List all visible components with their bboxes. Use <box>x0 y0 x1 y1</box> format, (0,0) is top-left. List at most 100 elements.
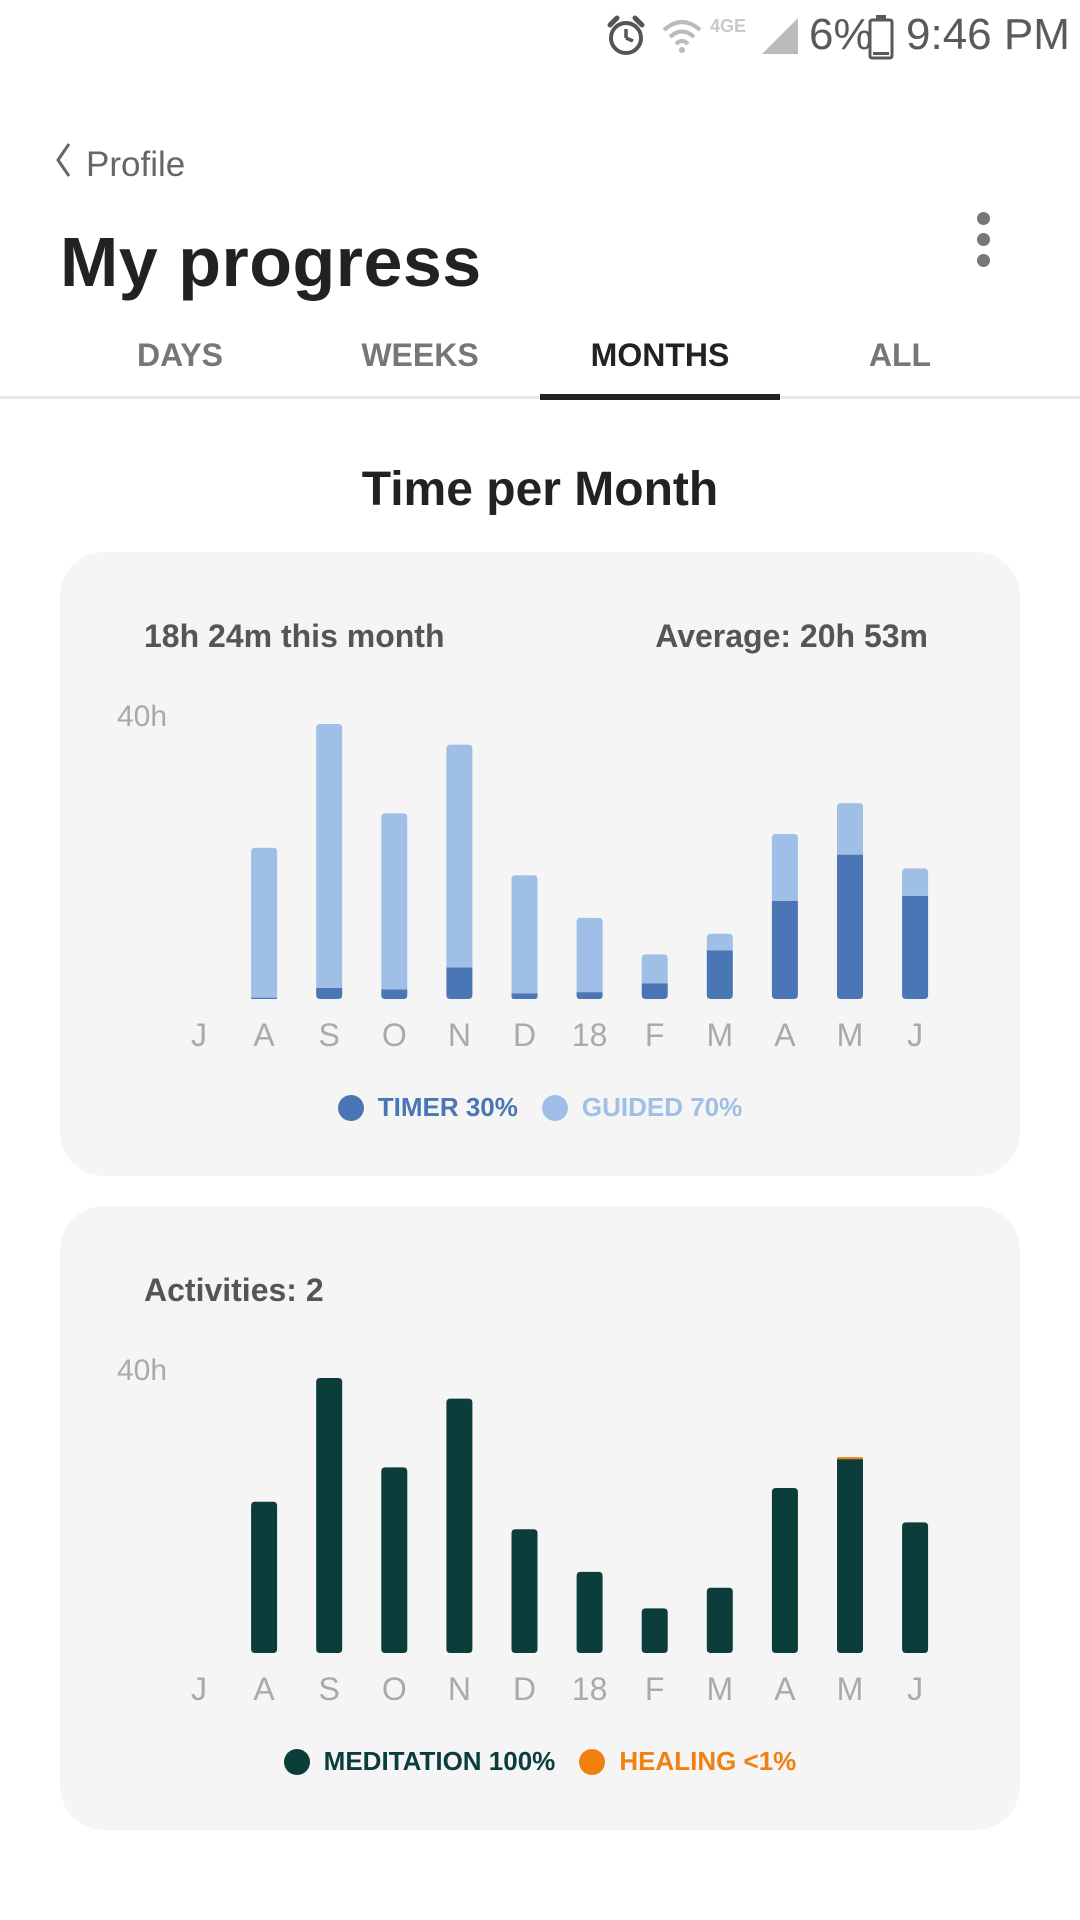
legend-label-healing: HEALING <1% <box>619 1746 797 1776</box>
time-bar-guided <box>902 868 929 896</box>
chevron-left-icon <box>54 142 72 187</box>
wifi-icon <box>662 14 702 63</box>
activities-chart-card: Activities: 2 40h J A S O N D 18 F M A M J MEDITATI… <box>60 1206 1020 1830</box>
x-tick-label: J <box>907 1017 923 1053</box>
activity-bar-meditation <box>251 1501 278 1653</box>
time-bar-timer <box>446 967 473 999</box>
activity-bar-meditation <box>837 1459 863 1653</box>
activity-bar-meditation <box>381 1467 408 1653</box>
time-bar-timer <box>576 992 603 999</box>
page-title: My progress <box>60 223 482 301</box>
x-tick-label: N <box>448 1017 471 1053</box>
legend-dot-guided <box>541 1094 568 1121</box>
period-tabs: DAYS WEEKS MONTHS ALL <box>0 330 1080 400</box>
activity-bar-meditation <box>316 1378 343 1653</box>
time-chart-card: 18h 24m this month Average: 20h 53m 40h … <box>60 552 1020 1176</box>
back-button[interactable]: Profile <box>54 142 185 187</box>
activity-bar-healing <box>837 1457 863 1460</box>
legend-label-timer: TIMER 30% <box>377 1092 518 1122</box>
x-tick-label: D <box>513 1017 536 1053</box>
battery-icon <box>868 14 894 65</box>
legend-dot-timer <box>337 1094 364 1121</box>
x-tick-label: A <box>774 1017 796 1053</box>
time-bar-timer <box>251 997 278 999</box>
legend-item-guided: GUIDED 70% <box>541 1092 743 1123</box>
time-chart-legend: TIMER 30% GUIDED 70% <box>60 1092 1020 1123</box>
signal-icon <box>760 14 800 63</box>
legend-item-meditation: MEDITATION 100% <box>283 1746 556 1777</box>
activities-chart-legend: MEDITATION 100% HEALING <1% <box>60 1746 1020 1777</box>
time-bar-guided <box>316 724 343 988</box>
time-bar-timer <box>316 988 343 999</box>
time-bar-guided <box>576 917 603 993</box>
x-tick-label: F <box>645 1671 665 1707</box>
time-bar-timer <box>706 950 733 999</box>
x-tick-label: 18 <box>572 1671 608 1707</box>
x-tick-label: A <box>253 1671 275 1707</box>
x-tick-label: M <box>837 1017 864 1053</box>
legend-label-meditation: MEDITATION 100% <box>323 1746 556 1776</box>
tab-days[interactable]: DAYS <box>137 337 223 373</box>
y-axis-max-label: 40h <box>117 700 167 733</box>
x-tick-label: J <box>191 1671 207 1707</box>
time-bar-timer <box>381 989 408 999</box>
activity-bar-meditation <box>771 1488 798 1653</box>
activity-bar-meditation <box>511 1529 538 1653</box>
x-tick-label: M <box>706 1671 733 1707</box>
section-title: Time per Month <box>361 463 719 516</box>
clock-time: 9:46 PM <box>906 10 1070 59</box>
x-tick-label: N <box>448 1671 471 1707</box>
x-tick-label: S <box>319 1017 340 1053</box>
x-tick-label: A <box>253 1017 275 1053</box>
tab-all[interactable]: ALL <box>868 337 932 373</box>
legend-item-healing: HEALING <1% <box>579 1746 796 1777</box>
x-tick-label: D <box>513 1671 536 1707</box>
activities-count: Activities: 2 <box>144 1272 324 1308</box>
activity-bar-meditation <box>902 1522 929 1653</box>
y-axis-max-label: 40h <box>117 1354 167 1387</box>
legend-dot-healing <box>579 1748 606 1775</box>
activity-bar-meditation <box>576 1571 603 1653</box>
x-tick-label: S <box>319 1671 340 1707</box>
tab-months[interactable]: MONTHS <box>540 330 780 400</box>
time-bar-timer <box>641 983 668 999</box>
time-bar-guided <box>837 803 863 855</box>
battery-percent: 6% <box>809 10 873 59</box>
time-bar-guided <box>251 847 278 998</box>
time-bar-guided <box>511 875 538 994</box>
x-tick-label: A <box>774 1671 796 1707</box>
time-bar-timer <box>837 854 863 999</box>
x-tick-label: F <box>645 1017 665 1053</box>
network-type-label: 4GE <box>710 16 747 36</box>
x-tick-label: J <box>191 1017 207 1053</box>
legend-label-guided: GUIDED 70% <box>581 1092 743 1122</box>
x-tick-label: M <box>706 1017 733 1053</box>
time-bar-timer <box>902 895 929 999</box>
time-bar-guided <box>771 834 798 901</box>
activities-bar-chart: 40h J A S O N D 18 F M A M J <box>117 1354 929 1707</box>
x-tick-label: O <box>382 1671 407 1707</box>
legend-item-timer: TIMER 30% <box>337 1092 518 1123</box>
activity-bar-meditation <box>706 1587 733 1653</box>
time-bar-guided <box>381 813 408 990</box>
x-tick-label: J <box>907 1671 923 1707</box>
time-bar-chart: 40h J A S O N D 18 F M A M J <box>117 700 929 1053</box>
monthly-average: Average: 20h 53m <box>655 618 928 654</box>
x-tick-label: O <box>382 1017 407 1053</box>
time-bar-guided <box>706 933 733 951</box>
activity-bar-meditation <box>446 1398 473 1653</box>
time-bar-timer <box>511 993 538 999</box>
activity-bar-meditation <box>641 1608 668 1653</box>
time-bar-guided <box>641 954 668 984</box>
x-tick-label: 18 <box>572 1017 608 1053</box>
alarm-icon <box>606 14 646 63</box>
legend-dot-meditation <box>283 1748 310 1775</box>
time-bar-guided <box>446 744 473 968</box>
x-tick-label: M <box>837 1671 864 1707</box>
tab-weeks[interactable]: WEEKS <box>361 337 479 373</box>
more-options-icon[interactable] <box>968 212 998 268</box>
status-bar: 4GE 6% 9:46 PM <box>0 0 1080 78</box>
back-label: Profile <box>86 144 186 184</box>
this-month-total: 18h 24m this month <box>144 618 445 654</box>
time-bar-timer <box>771 900 798 999</box>
